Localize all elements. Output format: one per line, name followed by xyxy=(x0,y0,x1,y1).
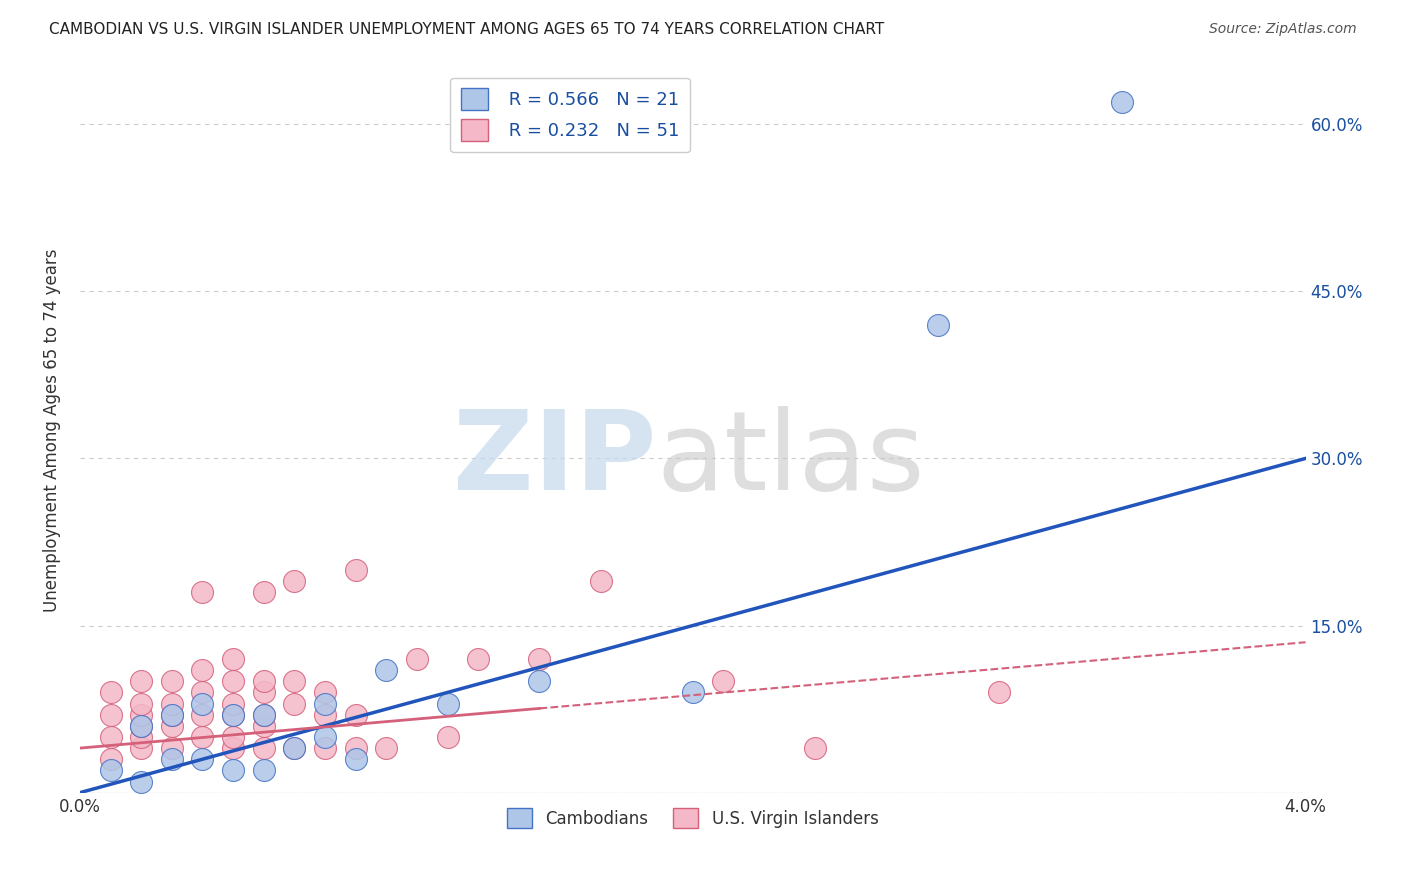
Point xyxy=(129,741,152,756)
Point xyxy=(160,674,183,689)
Point xyxy=(160,719,183,733)
Point xyxy=(191,663,214,677)
Point xyxy=(529,674,551,689)
Y-axis label: Unemployment Among Ages 65 to 74 years: Unemployment Among Ages 65 to 74 years xyxy=(44,249,60,612)
Point xyxy=(529,652,551,666)
Point xyxy=(283,741,305,756)
Point xyxy=(253,741,276,756)
Point xyxy=(283,741,305,756)
Text: CAMBODIAN VS U.S. VIRGIN ISLANDER UNEMPLOYMENT AMONG AGES 65 TO 74 YEARS CORRELA: CAMBODIAN VS U.S. VIRGIN ISLANDER UNEMPL… xyxy=(49,22,884,37)
Point xyxy=(314,707,336,722)
Point xyxy=(344,707,367,722)
Point xyxy=(160,707,183,722)
Point xyxy=(804,741,827,756)
Point xyxy=(375,741,398,756)
Point xyxy=(436,697,458,711)
Point xyxy=(253,719,276,733)
Point xyxy=(436,730,458,744)
Point xyxy=(129,707,152,722)
Point xyxy=(191,697,214,711)
Point xyxy=(375,663,398,677)
Point xyxy=(253,685,276,699)
Point xyxy=(191,585,214,599)
Point xyxy=(100,752,122,766)
Point xyxy=(222,730,245,744)
Point xyxy=(129,719,152,733)
Point xyxy=(129,697,152,711)
Point xyxy=(222,697,245,711)
Point xyxy=(129,730,152,744)
Point xyxy=(253,674,276,689)
Point xyxy=(160,697,183,711)
Point xyxy=(222,764,245,778)
Point xyxy=(344,741,367,756)
Text: ZIP: ZIP xyxy=(453,406,657,513)
Point xyxy=(222,707,245,722)
Point xyxy=(100,730,122,744)
Point xyxy=(589,574,612,588)
Legend: Cambodians, U.S. Virgin Islanders: Cambodians, U.S. Virgin Islanders xyxy=(501,801,886,835)
Point xyxy=(682,685,704,699)
Point xyxy=(988,685,1011,699)
Point xyxy=(314,741,336,756)
Point xyxy=(222,707,245,722)
Point xyxy=(1111,95,1133,109)
Point xyxy=(160,741,183,756)
Point xyxy=(406,652,429,666)
Point xyxy=(100,685,122,699)
Point xyxy=(927,318,949,332)
Point xyxy=(100,764,122,778)
Point xyxy=(222,652,245,666)
Point xyxy=(222,741,245,756)
Point xyxy=(283,574,305,588)
Point xyxy=(314,685,336,699)
Point xyxy=(160,752,183,766)
Text: atlas: atlas xyxy=(657,406,924,513)
Point xyxy=(191,752,214,766)
Point xyxy=(467,652,489,666)
Point xyxy=(129,774,152,789)
Point xyxy=(253,764,276,778)
Point xyxy=(283,674,305,689)
Point xyxy=(222,674,245,689)
Point xyxy=(160,707,183,722)
Point xyxy=(191,685,214,699)
Point xyxy=(283,697,305,711)
Point xyxy=(191,707,214,722)
Text: Source: ZipAtlas.com: Source: ZipAtlas.com xyxy=(1209,22,1357,37)
Point xyxy=(253,707,276,722)
Point xyxy=(253,707,276,722)
Point xyxy=(314,697,336,711)
Point xyxy=(100,707,122,722)
Point xyxy=(253,585,276,599)
Point xyxy=(314,730,336,744)
Point xyxy=(191,730,214,744)
Point xyxy=(344,563,367,577)
Point xyxy=(711,674,734,689)
Point xyxy=(344,752,367,766)
Point xyxy=(129,719,152,733)
Point xyxy=(129,674,152,689)
